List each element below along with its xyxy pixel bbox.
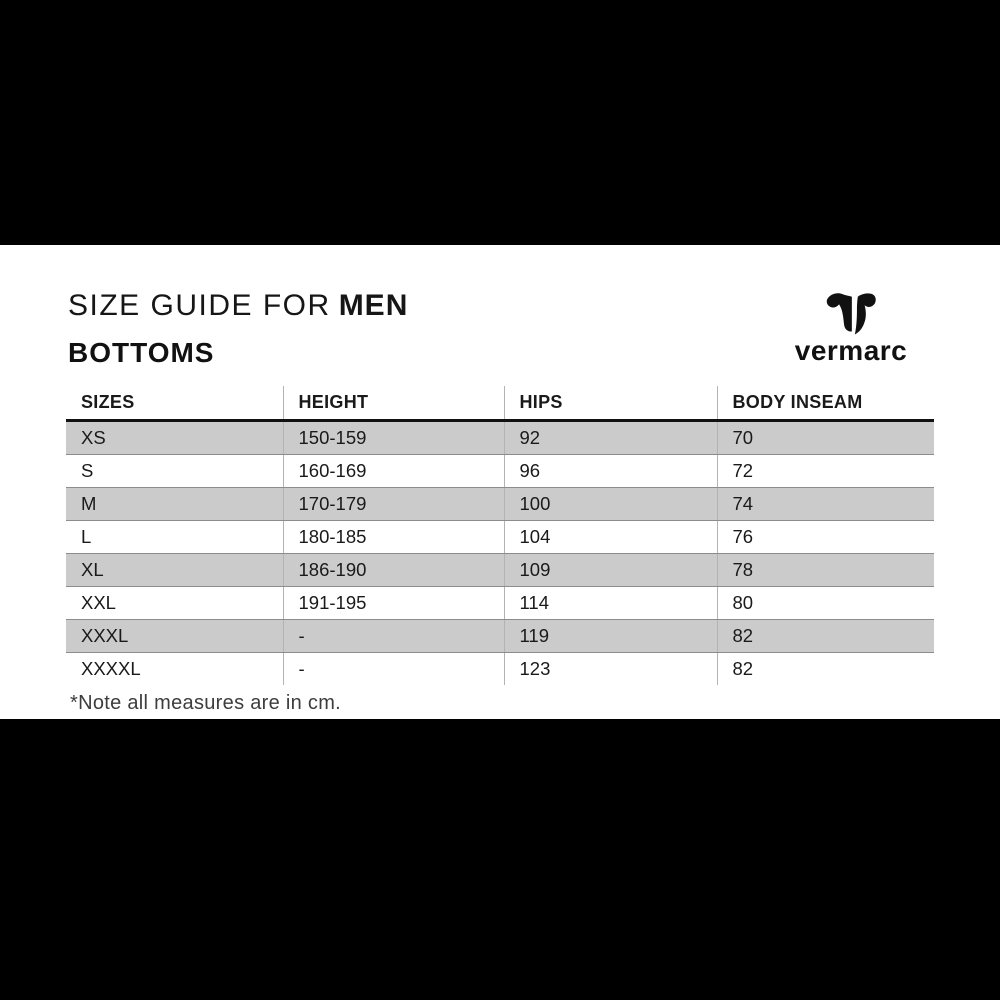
cell-hips: 104	[504, 520, 718, 554]
cell-height: 186-190	[283, 553, 505, 587]
table-row: L 180-185 104 76	[66, 520, 934, 554]
cell-size: XXXL	[66, 619, 284, 653]
cell-body-inseam: 76	[717, 520, 934, 554]
cell-hips: 114	[504, 586, 718, 620]
cell-body-inseam: 70	[717, 420, 934, 455]
column-header-height: HEIGHT	[283, 386, 505, 422]
vermarc-horns-icon	[826, 293, 876, 335]
cell-height: -	[283, 652, 505, 685]
cell-size: XXL	[66, 586, 284, 620]
cell-size: L	[66, 520, 284, 554]
cell-hips: 100	[504, 487, 718, 521]
column-header-body-inseam: BODY INSEAM	[717, 386, 934, 422]
size-guide-table: SIZES HEIGHT HIPS BODY INSEAM XS 150-159…	[66, 386, 934, 685]
table-row: M 170-179 100 74	[66, 487, 934, 521]
column-header-sizes: SIZES	[66, 386, 284, 422]
brand-wordmark: vermarc	[794, 335, 908, 366]
cell-hips: 119	[504, 619, 718, 653]
cell-body-inseam: 82	[717, 619, 934, 653]
cell-hips: 92	[504, 420, 718, 455]
category-subtitle: BOTTOMS	[68, 337, 215, 368]
measurement-note: *Note all measures are in cm.	[70, 692, 342, 714]
table-header-row: SIZES HEIGHT HIPS BODY INSEAM	[66, 386, 934, 422]
cell-height: 150-159	[283, 420, 505, 455]
table-row: XXXL - 119 82	[66, 619, 934, 653]
page-title-regular: SIZE GUIDE FOR	[68, 289, 331, 322]
table-row: XS 150-159 92 70	[66, 420, 934, 455]
brand-logo: vermarc	[786, 283, 916, 366]
cell-body-inseam: 72	[717, 454, 934, 488]
cell-hips: 96	[504, 454, 718, 488]
table-row: XXL 191-195 114 80	[66, 586, 934, 620]
cell-height: 170-179	[283, 487, 505, 521]
cell-height: 160-169	[283, 454, 505, 488]
cell-size: XL	[66, 553, 284, 587]
cell-hips: 109	[504, 553, 718, 587]
cell-body-inseam: 78	[717, 553, 934, 587]
cell-hips: 123	[504, 652, 718, 685]
cell-height: -	[283, 619, 505, 653]
bottom-black-bar	[0, 719, 1000, 1000]
cell-size: XS	[66, 420, 284, 455]
cell-body-inseam: 80	[717, 586, 934, 620]
cell-size: S	[66, 454, 284, 488]
cell-size: M	[66, 487, 284, 521]
table-row: XL 186-190 109 78	[66, 553, 934, 587]
top-black-bar	[0, 0, 1000, 245]
cell-size: XXXXL	[66, 652, 284, 685]
cell-height: 191-195	[283, 586, 505, 620]
page-title: SIZE GUIDE FOR MEN	[68, 291, 408, 321]
table-row: XXXXL - 123 82	[66, 652, 934, 685]
cell-height: 180-185	[283, 520, 505, 554]
cell-body-inseam: 82	[717, 652, 934, 685]
page-title-gender: MEN	[338, 289, 409, 322]
table-row: S 160-169 96 72	[66, 454, 934, 488]
cell-body-inseam: 74	[717, 487, 934, 521]
column-header-hips: HIPS	[504, 386, 718, 422]
